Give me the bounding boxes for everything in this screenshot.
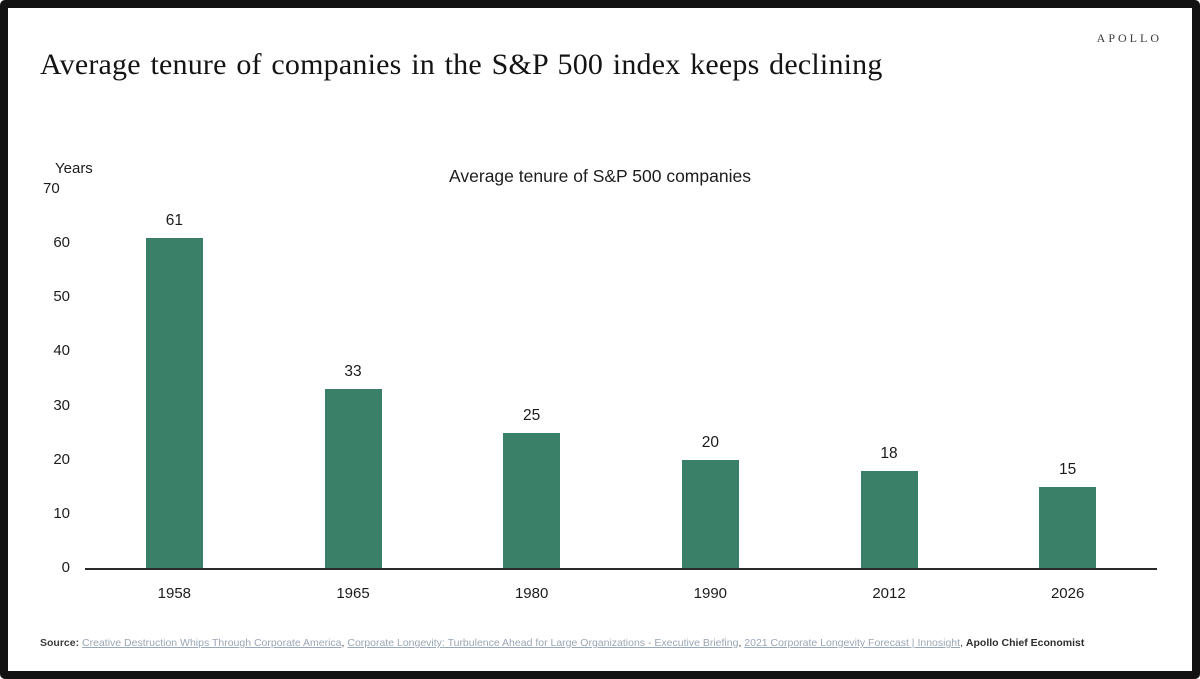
source-links: Creative Destruction Whips Through Corpo…	[82, 637, 966, 649]
source-link[interactable]: Corporate Longevity: Turbulence Ahead fo…	[347, 637, 739, 649]
apollo-logo: APOLLO	[1096, 31, 1162, 45]
source-line: Source: Creative Destruction Whips Throu…	[40, 636, 1170, 650]
y-tick-label: 20	[53, 450, 70, 468]
x-tick-label: 1990	[693, 585, 728, 602]
tenure-bar-chart: Average tenure of S&P 500 companies Year…	[8, 8, 1192, 671]
bar-value-label: 20	[701, 433, 719, 451]
y-tick-label: 30	[53, 396, 70, 414]
bar-1990	[681, 459, 739, 568]
source-prefix: Source:	[40, 637, 80, 649]
bar-2012	[860, 470, 918, 568]
x-tick-label: 1965	[336, 585, 370, 602]
source-link[interactable]: 2021 Corporate Longevity Forecast | Inno…	[744, 637, 961, 649]
bar-1980	[503, 432, 561, 568]
source-suffix: Apollo Chief Economist	[965, 637, 1085, 649]
source-link[interactable]: Creative Destruction Whips Through Corpo…	[82, 637, 342, 649]
x-tick-label: 2012	[872, 585, 906, 602]
x-axis-line	[85, 568, 1157, 570]
y-tick-label: 0	[61, 559, 70, 576]
source-separator: ,	[738, 637, 745, 649]
x-tick-label: 1958	[157, 585, 192, 602]
bar-value-label: 18	[880, 444, 898, 462]
bar-1965	[324, 389, 382, 568]
bar-value-label: 61	[165, 211, 183, 229]
y-tick-label: 70	[43, 180, 60, 197]
source-separator: ,	[960, 637, 966, 649]
y-tick-label: 10	[53, 504, 70, 522]
bar-2026	[1039, 486, 1097, 568]
page-title: Average tenure of companies in the S&P 5…	[40, 48, 883, 81]
bar-value-label: 15	[1059, 460, 1077, 478]
source-separator: ,	[341, 637, 348, 649]
bar-1958	[145, 237, 203, 568]
bar-value-label: 25	[523, 406, 541, 424]
x-tick-label: 2026	[1050, 585, 1085, 602]
y-tick-label: 60	[53, 234, 70, 252]
y-tick-label: 40	[53, 342, 70, 360]
chart-title: Average tenure of S&P 500 companies	[449, 166, 751, 186]
bar-value-label: 33	[344, 363, 362, 381]
y-tick-label: 50	[53, 288, 70, 306]
y-axis-unit-label: Years	[55, 160, 93, 177]
x-tick-label: 1980	[514, 585, 549, 602]
